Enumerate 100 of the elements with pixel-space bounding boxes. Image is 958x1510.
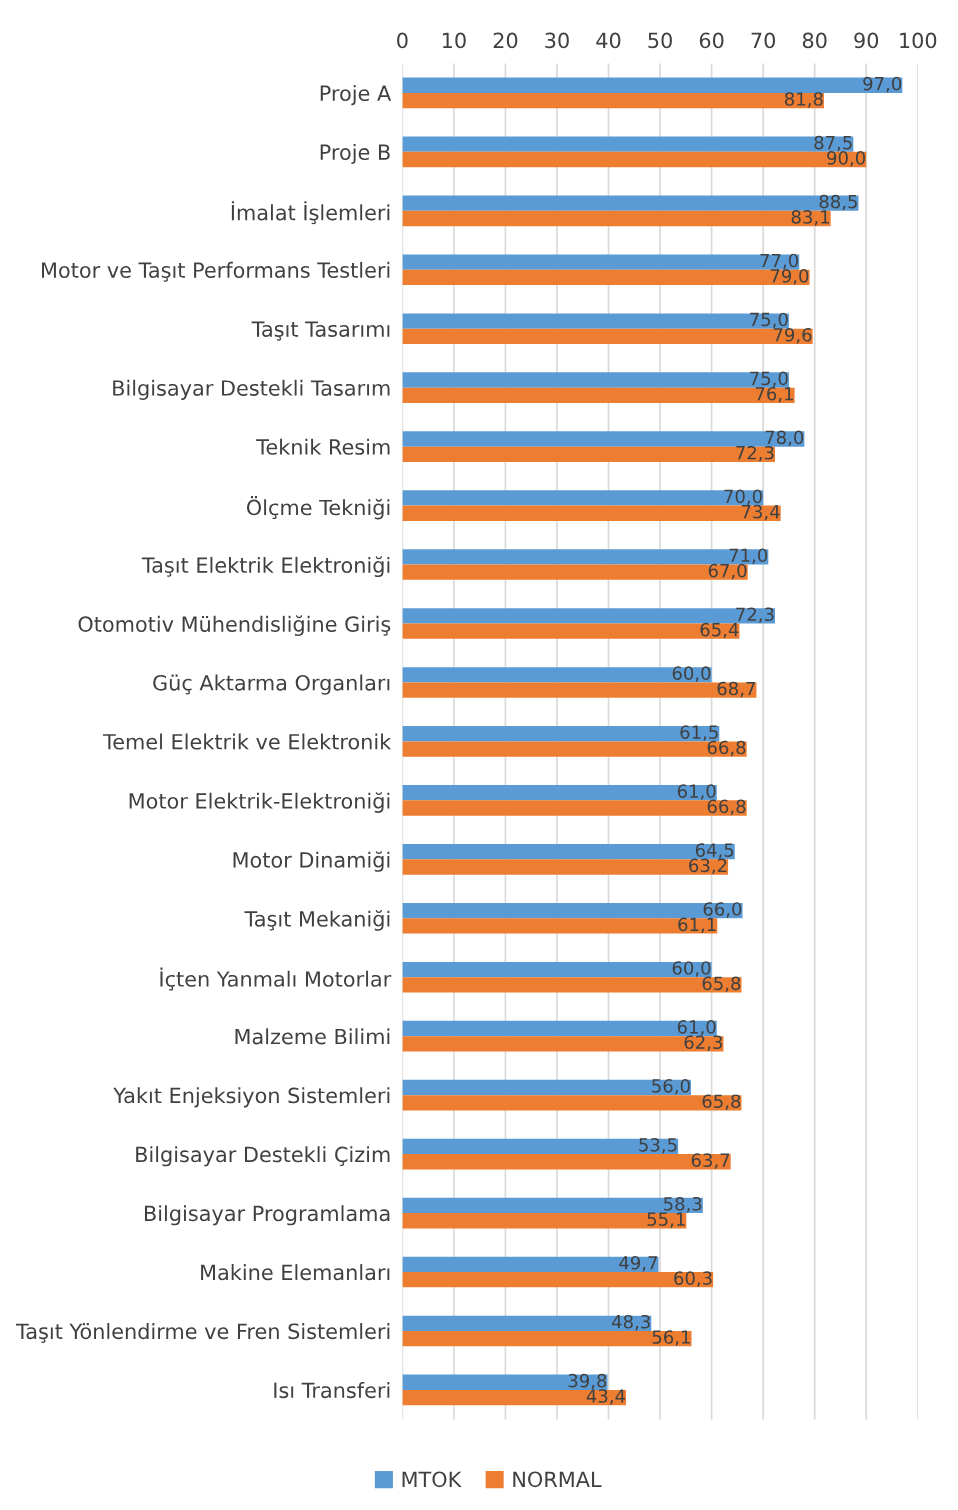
data-label: 56,1 xyxy=(652,1330,690,1346)
data-label: 43,4 xyxy=(586,1389,626,1405)
y-tick-label: Isı Transferi xyxy=(274,1382,390,1399)
x-tick-label: 0 xyxy=(397,32,408,49)
bar xyxy=(402,1213,687,1229)
y-tick-label: Taşıt Elektrik Elektroniği xyxy=(141,556,390,578)
data-label: 81,8 xyxy=(784,92,823,108)
y-tick-label: Taşıt Mekaniği xyxy=(244,910,390,931)
bar xyxy=(402,1374,608,1390)
y-tick-label: Taşıt Yönlendirme ve Fren Sistemleri xyxy=(15,1323,390,1343)
bar xyxy=(402,1154,731,1170)
data-label: 60,0 xyxy=(672,666,711,682)
data-label: 61,0 xyxy=(677,784,716,800)
data-label: 65,8 xyxy=(702,1094,741,1110)
data-label: 63,7 xyxy=(691,1153,730,1169)
bar xyxy=(402,136,854,152)
data-label: 65,4 xyxy=(700,622,739,639)
bar xyxy=(402,843,735,860)
data-label: 88,5 xyxy=(819,194,857,211)
bar xyxy=(402,1095,742,1111)
data-label: 72,3 xyxy=(736,607,774,623)
data-label: 68,7 xyxy=(717,681,755,698)
bar xyxy=(402,1256,659,1273)
y-tick-label: Güç Aktarma Organları xyxy=(153,674,390,695)
bar xyxy=(402,785,717,801)
data-label: 61,0 xyxy=(677,1020,716,1036)
bar xyxy=(402,505,781,521)
bar xyxy=(402,490,764,506)
bar xyxy=(402,1272,714,1288)
x-tick-label: 80 xyxy=(802,32,827,49)
y-tick-label: Bilgisayar Programlama xyxy=(145,1205,390,1226)
x-tick-label: 20 xyxy=(493,32,518,49)
y-tick-label: Otomotiv Mühendisliğine Giriş xyxy=(78,615,391,637)
bar xyxy=(402,92,824,109)
data-label: 83,1 xyxy=(791,210,829,226)
data-label: 66,8 xyxy=(707,799,746,816)
bar xyxy=(402,977,742,993)
x-tick-label: 10 xyxy=(442,32,466,49)
y-tick-label: Motor ve Taşıt Performans Testleri xyxy=(42,261,390,282)
bar xyxy=(402,667,712,683)
bar xyxy=(402,918,718,934)
bar xyxy=(402,549,769,565)
data-label: 55,1 xyxy=(647,1212,685,1228)
data-label: 71,0 xyxy=(729,548,768,564)
bar xyxy=(402,372,789,388)
data-label: 39,8 xyxy=(568,1373,607,1390)
x-tick-label: 40 xyxy=(596,32,621,49)
data-label: 79,6 xyxy=(773,327,812,344)
bar xyxy=(402,77,903,93)
data-label: 56,0 xyxy=(652,1079,690,1095)
data-label: 67,0 xyxy=(708,563,747,580)
y-tick-label: Bilgisayar Destekli Tasarım xyxy=(113,379,390,400)
data-label: 87,5 xyxy=(814,135,852,152)
data-label: 58,3 xyxy=(664,1196,702,1213)
bar xyxy=(402,961,712,978)
data-label: 60,0 xyxy=(672,961,711,977)
data-label: 75,0 xyxy=(750,312,788,329)
data-label: 62,3 xyxy=(684,1035,723,1051)
bar xyxy=(402,431,805,447)
bar xyxy=(402,269,810,286)
x-tick-label: 100 xyxy=(900,32,937,49)
bar xyxy=(402,902,743,919)
data-label: 66,8 xyxy=(707,740,746,757)
bar xyxy=(402,151,867,168)
y-tick-label: Motor Elektrik-Elektroniği xyxy=(129,792,390,813)
bar xyxy=(402,1197,703,1214)
bar xyxy=(402,446,775,462)
data-label: 60,3 xyxy=(674,1271,712,1287)
x-tick-label: 50 xyxy=(648,32,672,49)
data-label: 53,5 xyxy=(639,1138,677,1154)
x-tick-label: 70 xyxy=(751,32,776,49)
y-tick-label: Proje A xyxy=(320,84,392,106)
bar xyxy=(402,800,747,816)
bar xyxy=(402,1389,627,1406)
y-tick-label: Ölçme Tekniği xyxy=(246,496,390,520)
bar xyxy=(402,387,795,403)
bar xyxy=(402,210,831,227)
y-tick-label: İmalat İşlemleri xyxy=(231,201,390,225)
y-tick-label: Temel Elektrik ve Elektronik xyxy=(102,733,392,750)
y-tick-label: Motor Dinamiği xyxy=(233,851,390,872)
bar xyxy=(402,608,775,624)
data-label: 66,0 xyxy=(703,902,742,918)
data-label: 97,0 xyxy=(863,76,902,93)
data-label: 79,0 xyxy=(770,269,809,285)
data-label: 70,0 xyxy=(724,489,762,505)
bar xyxy=(402,859,729,875)
y-tick-label: Taşıt Tasarımı xyxy=(251,321,390,341)
x-tick-label: 60 xyxy=(699,32,724,49)
data-label: 77,0 xyxy=(760,253,799,270)
bar xyxy=(402,726,720,742)
data-label: 72,3 xyxy=(736,445,774,462)
data-label: 61,5 xyxy=(680,725,718,741)
y-tick-label: Yakıt Enjeksiyon Sistemleri xyxy=(113,1087,390,1108)
legend-label: NORMAL xyxy=(513,1471,602,1488)
bar xyxy=(402,328,813,345)
data-label: 63,2 xyxy=(689,858,727,875)
y-tick-label: Proje B xyxy=(320,143,390,165)
x-tick-label: 30 xyxy=(545,32,569,49)
data-label: 76,1 xyxy=(755,386,793,403)
data-label: 48,3 xyxy=(611,1314,650,1331)
